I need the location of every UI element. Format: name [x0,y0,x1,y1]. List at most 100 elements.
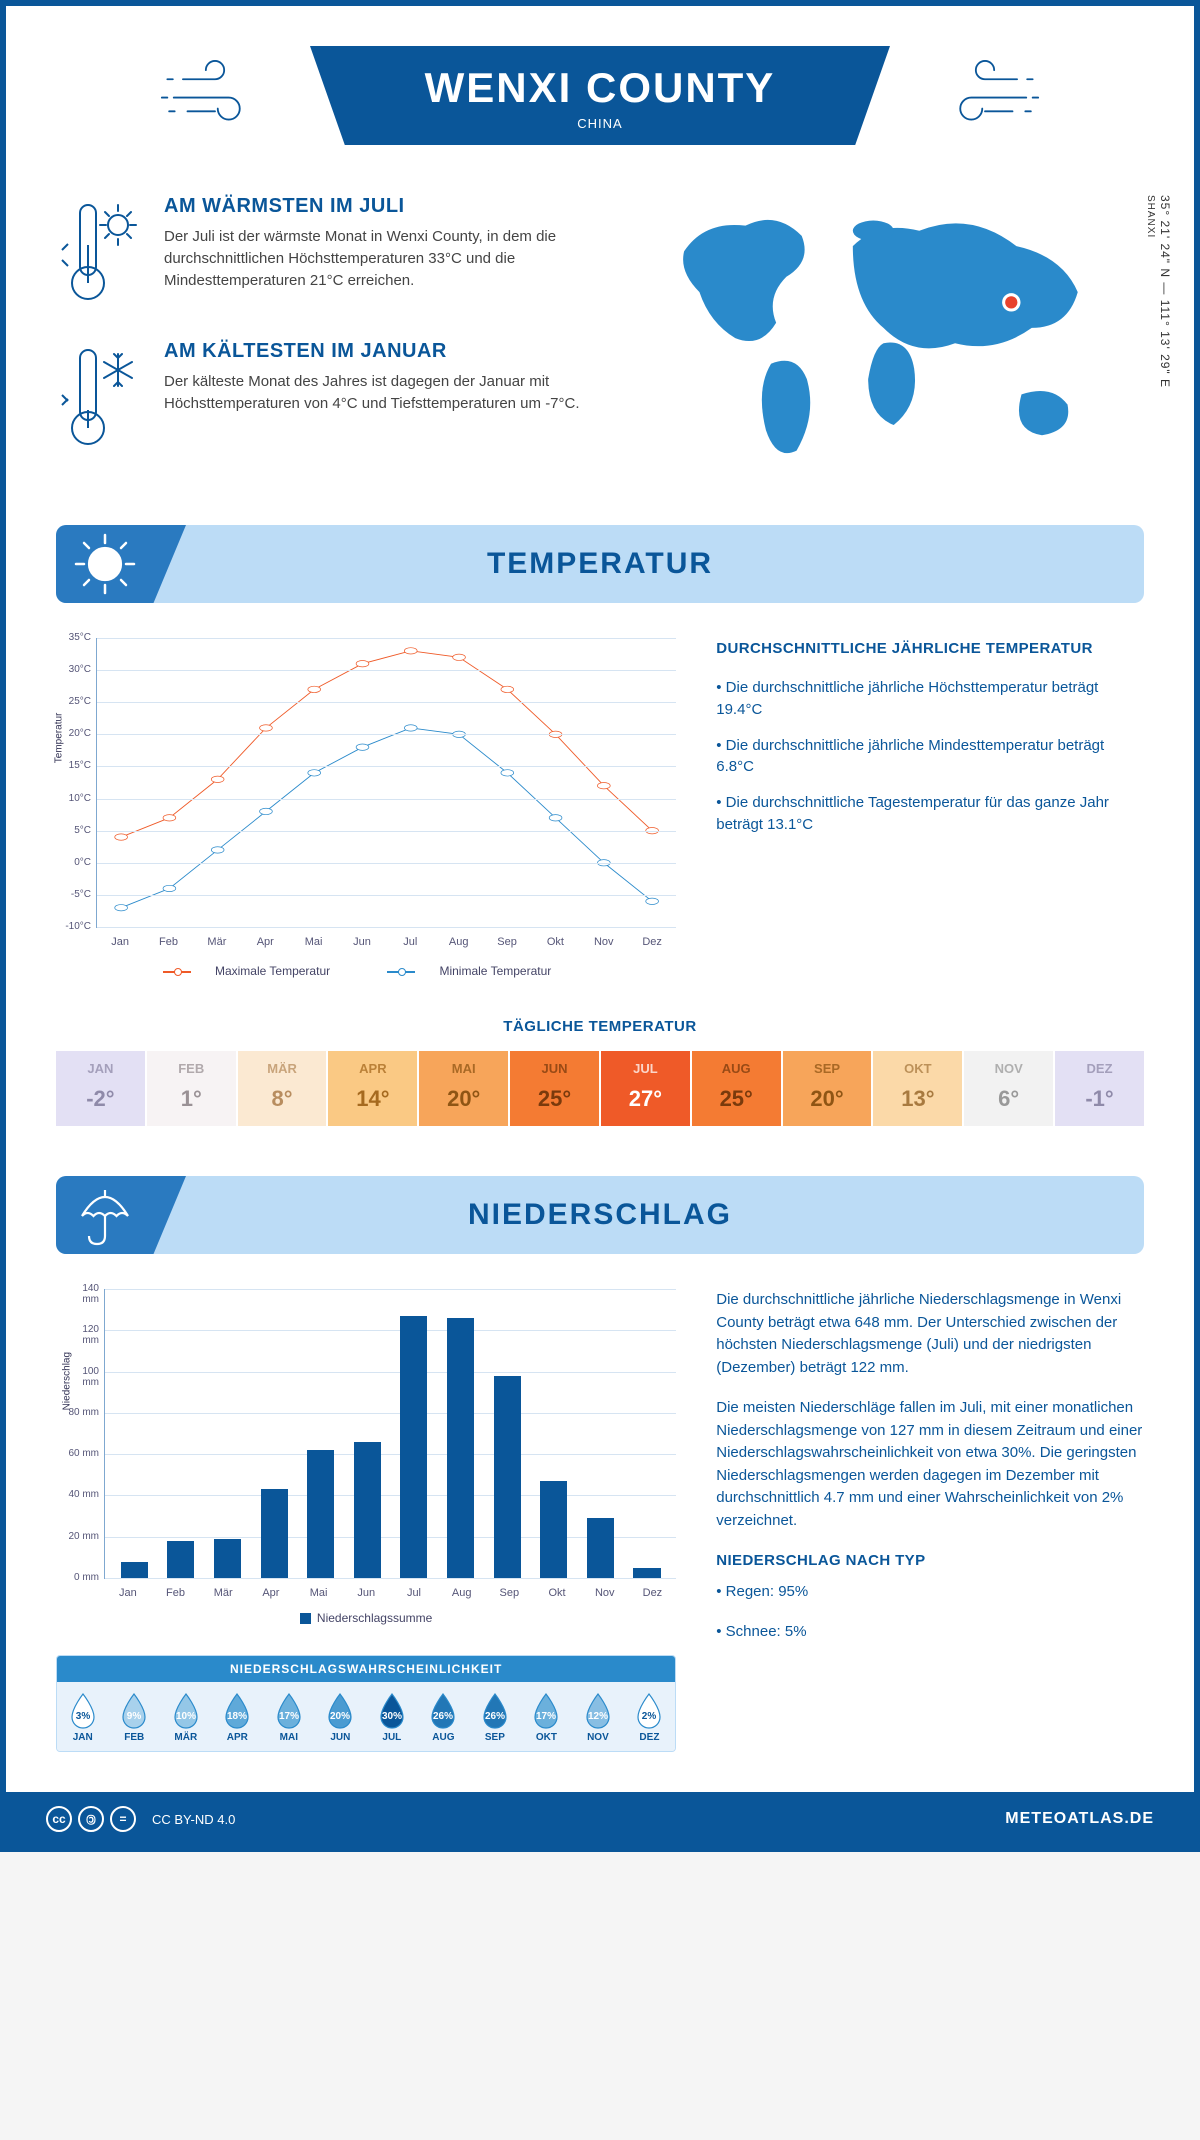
fact-coldest: AM KÄLTESTEN IM JANUAR Der kälteste Mona… [56,340,593,455]
precip-bar [261,1489,288,1578]
header: WENXI COUNTY CHINA [56,46,1144,145]
daily-temp-cell: FEB1° [147,1051,238,1126]
page-title: WENXI COUNTY [390,64,810,112]
prob-cell: 17%OKT [521,1682,573,1751]
daily-temp-cell: OKT13° [873,1051,964,1126]
section-banner-precipitation: NIEDERSCHLAG [56,1176,1144,1254]
precip-type-1: • Regen: 95% [716,1581,1144,1604]
temperature-body: Temperatur -10°C-5°C0°C5°C10°C15°C20°C25… [56,638,1144,978]
svg-text:3%: 3% [76,1711,91,1722]
precip-bar [121,1562,148,1579]
fact-warm-title: AM WÄRMSTEN IM JULI [164,195,593,218]
precipitation-body: Niederschlag 0 mm20 mm40 mm60 mm80 mm100… [56,1289,1144,1752]
daily-temp-cell: JAN-2° [56,1051,147,1126]
daily-temp-cell: MÄR8° [238,1051,329,1126]
precip-bar [494,1376,521,1578]
prob-cell: 3%JAN [57,1682,109,1751]
svg-text:26%: 26% [485,1711,505,1722]
footer: cc 🄯 = CC BY-ND 4.0 METEOATLAS.DE [6,1792,1194,1846]
temperature-line-chart: Temperatur -10°C-5°C0°C5°C10°C15°C20°C25… [56,638,676,978]
fact-cold-title: AM KÄLTESTEN IM JANUAR [164,340,593,363]
svg-text:26%: 26% [433,1711,453,1722]
info-row: AM WÄRMSTEN IM JULI Der Juli ist der wär… [56,195,1144,485]
temp-bullet-3: • Die durchschnittliche Tagestemperatur … [716,792,1144,836]
precip-bar [400,1316,427,1578]
precip-legend: Niederschlagssumme [56,1611,676,1625]
precip-bar [214,1539,241,1578]
footer-site: METEOATLAS.DE [1005,1810,1154,1828]
page: WENXI COUNTY CHINA AM WÄRMSTEN IM JULI D… [0,0,1200,1852]
prob-cell: 26%AUG [418,1682,470,1751]
precipitation-summary: Die durchschnittliche jährliche Niedersc… [716,1289,1144,1662]
temperature-summary: DURCHSCHNITTLICHE JÄHRLICHE TEMPERATUR •… [716,638,1144,850]
temp-legend: Maximale Temperatur Minimale Temperatur [56,964,676,978]
daily-temp-cell: APR14° [328,1051,419,1126]
prob-cell: 9%FEB [109,1682,161,1751]
precipitation-bar-chart: Niederschlag 0 mm20 mm40 mm60 mm80 mm100… [104,1289,676,1579]
temperature-heading: TEMPERATUR [56,547,1144,581]
world-map: SHANXI 35° 21' 24" N — 111° 13' 29" E [633,195,1144,485]
precip-bar [633,1568,660,1578]
prob-cell: 20%JUN [315,1682,367,1751]
svg-text:17%: 17% [536,1711,556,1722]
legend-min: Minimale Temperatur [439,964,551,978]
footer-license: cc 🄯 = CC BY-ND 4.0 [46,1806,235,1832]
fact-warm-text: Der Juli ist der wärmste Monat in Wenxi … [164,226,593,291]
license-text: CC BY-ND 4.0 [152,1812,235,1827]
svg-text:2%: 2% [642,1711,657,1722]
section-banner-temperature: TEMPERATUR [56,525,1144,603]
wind-icon-right [930,53,1040,138]
prob-cell: 17%MAI [263,1682,315,1751]
prob-cell: 12%NOV [572,1682,624,1751]
by-icon: 🄯 [78,1806,104,1832]
precip-bar [587,1518,614,1578]
precip-bar [354,1442,381,1578]
precip-bar [447,1318,474,1578]
daily-temp-cell: DEZ-1° [1055,1051,1144,1126]
nd-icon: = [110,1806,136,1832]
sun-icon [56,525,186,603]
precip-bar [167,1541,194,1578]
precip-text-1: Die durchschnittliche jährliche Niedersc… [716,1289,1144,1379]
precip-probability-box: NIEDERSCHLAGSWAHRSCHEINLICHKEIT 3%JAN9%F… [56,1655,676,1752]
region-label: SHANXI [1145,195,1156,238]
page-subtitle: CHINA [390,116,810,131]
thermometer-sun-icon [56,195,146,310]
temp-bullet-1: • Die durchschnittliche jährliche Höchst… [716,677,1144,721]
prob-cell: 26%SEP [469,1682,521,1751]
svg-text:18%: 18% [227,1711,247,1722]
prob-cell: 30%JUL [366,1682,418,1751]
daily-temp-cell: MAI20° [419,1051,510,1126]
precip-type-2: • Schnee: 5% [716,1621,1144,1644]
svg-text:9%: 9% [127,1711,142,1722]
prob-cell: 10%MÄR [160,1682,212,1751]
daily-temp-cell: NOV6° [964,1051,1055,1126]
coordinates-label: 35° 21' 24" N — 111° 13' 29" E [1158,195,1172,388]
fact-warmest: AM WÄRMSTEN IM JULI Der Juli ist der wär… [56,195,593,310]
title-ribbon: WENXI COUNTY CHINA [310,46,890,145]
temp-side-heading: DURCHSCHNITTLICHE JÄHRLICHE TEMPERATUR [716,638,1144,659]
thermometer-snow-icon [56,340,146,455]
svg-text:17%: 17% [279,1711,299,1722]
daily-temp-title: TÄGLICHE TEMPERATUR [56,1018,1144,1035]
daily-temp-strip: JAN-2°FEB1°MÄR8°APR14°MAI20°JUN25°JUL27°… [56,1051,1144,1126]
precip-bar [540,1481,567,1578]
daily-temp-cell: SEP20° [783,1051,874,1126]
precip-bar [307,1450,334,1578]
precip-type-heading: NIEDERSCHLAG NACH TYP [716,1550,1144,1573]
wind-icon-left [160,53,270,138]
svg-text:30%: 30% [382,1711,402,1722]
temp-bullet-2: • Die durchschnittliche jährliche Mindes… [716,735,1144,779]
precip-text-2: Die meisten Niederschläge fallen im Juli… [716,1397,1144,1532]
svg-text:10%: 10% [176,1711,196,1722]
daily-temp-cell: AUG25° [692,1051,783,1126]
prob-cell: 2%DEZ [624,1682,676,1751]
prob-cell: 18%APR [212,1682,264,1751]
daily-temp-cell: JUL27° [601,1051,692,1126]
svg-text:12%: 12% [588,1711,608,1722]
cc-icon: cc [46,1806,72,1832]
legend-max: Maximale Temperatur [215,964,330,978]
prob-title: NIEDERSCHLAGSWAHRSCHEINLICHKEIT [57,1656,675,1682]
svg-text:20%: 20% [330,1711,350,1722]
umbrella-icon [56,1176,186,1254]
